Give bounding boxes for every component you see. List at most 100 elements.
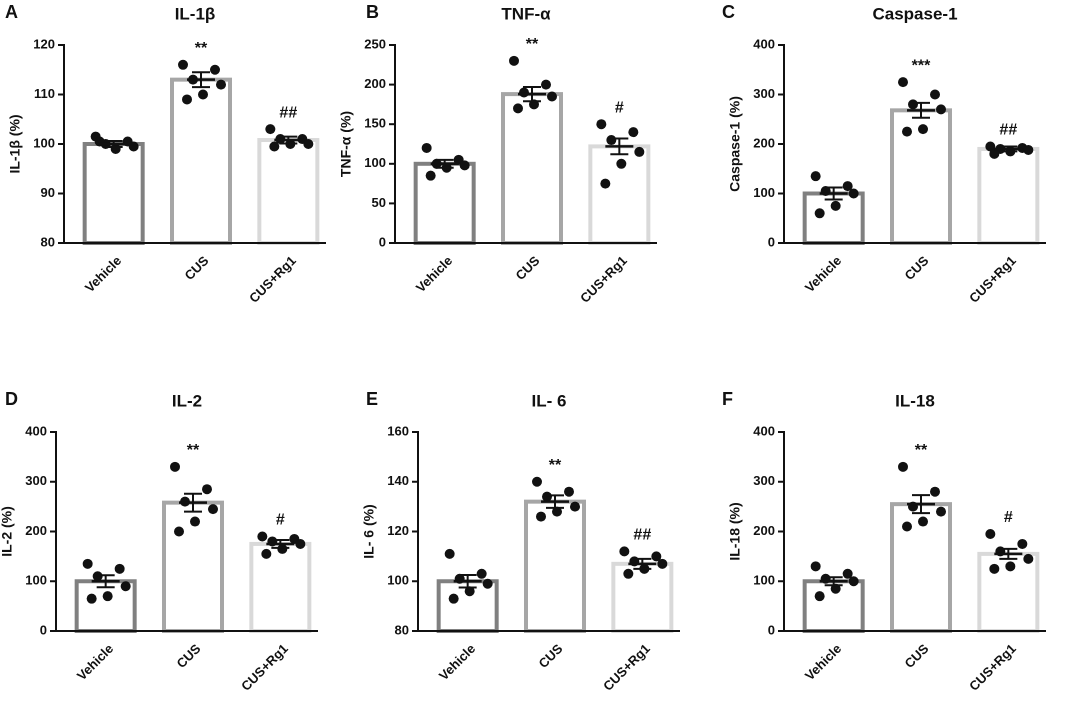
- data-point: [600, 178, 611, 189]
- y-tick-label: 100: [25, 573, 47, 588]
- data-point: [425, 170, 436, 181]
- data-point: [210, 64, 220, 75]
- x-tick-label: CUS: [902, 641, 932, 671]
- bar: [977, 146, 1040, 245]
- panel-letter: C: [722, 2, 735, 22]
- data-point: [908, 99, 918, 110]
- y-tick-label: 300: [753, 473, 775, 488]
- y-tick-label: 100: [387, 573, 409, 588]
- data-point: [848, 576, 859, 587]
- data-point: [303, 139, 314, 149]
- chart-title: TNF-α: [501, 4, 551, 23]
- y-tick-label: 300: [753, 86, 775, 101]
- data-point: [265, 124, 276, 135]
- annotation: **: [195, 40, 208, 57]
- y-tick-label: 150: [364, 116, 386, 131]
- x-tick-label: CUS: [513, 253, 543, 283]
- data-point: [208, 504, 218, 515]
- panel-letter: D: [5, 389, 18, 409]
- data-point: [542, 491, 552, 502]
- y-axis-label: IL-2 (%): [0, 506, 15, 557]
- y-tick-label: 100: [753, 573, 775, 588]
- y-tick-label: 250: [364, 36, 386, 51]
- data-point: [476, 568, 487, 579]
- annotation: #: [1004, 509, 1013, 526]
- y-tick-label: 400: [753, 423, 775, 438]
- y-axis-label: IL- 6 (%): [361, 504, 377, 558]
- data-point: [82, 558, 93, 569]
- annotation: **: [549, 457, 562, 474]
- y-axis-label: Caspase-1 (%): [727, 96, 743, 192]
- x-tick-label: CUS: [902, 253, 932, 283]
- bar: [524, 499, 586, 633]
- y-tick-label: 0: [768, 234, 775, 249]
- y-tick-label: 80: [395, 622, 409, 637]
- data-point: [570, 501, 580, 512]
- y-tick-label: 120: [33, 36, 55, 51]
- panel-letter: E: [366, 389, 378, 409]
- data-point: [936, 104, 946, 115]
- data-point: [464, 586, 475, 597]
- x-tick-label: Vehicle: [82, 253, 124, 295]
- y-tick-label: 100: [753, 185, 775, 200]
- y-tick-label: 160: [387, 423, 409, 438]
- data-point: [1017, 538, 1028, 549]
- panel-letter: B: [366, 2, 379, 22]
- y-axis-label: IL-1β (%): [7, 114, 23, 173]
- annotation: #: [276, 512, 285, 529]
- annotation: ##: [633, 527, 651, 544]
- data-point: [985, 528, 996, 539]
- data-point: [596, 119, 607, 130]
- bar: [501, 92, 563, 245]
- data-point: [1023, 553, 1034, 564]
- data-point: [930, 486, 940, 497]
- x-tick-label: CUS+Rg1: [577, 253, 630, 306]
- chart-title: IL- 6: [532, 391, 567, 410]
- data-point: [651, 551, 662, 562]
- data-point: [174, 526, 184, 537]
- data-point: [421, 142, 432, 153]
- annotation: ##: [279, 104, 297, 121]
- data-point: [814, 591, 825, 602]
- chart-title: IL-18: [895, 391, 935, 410]
- data-point: [509, 55, 519, 66]
- y-tick-label: 400: [753, 36, 775, 51]
- bar: [413, 161, 476, 245]
- data-point: [120, 581, 131, 592]
- data-point: [1005, 561, 1016, 572]
- data-point: [547, 91, 557, 102]
- data-point: [128, 141, 139, 152]
- data-point: [257, 531, 268, 542]
- y-tick-label: 0: [40, 622, 47, 637]
- data-point: [842, 181, 853, 192]
- data-point: [616, 158, 627, 169]
- data-point: [989, 563, 1000, 574]
- x-tick-label: CUS: [536, 641, 566, 671]
- data-point: [898, 461, 908, 472]
- data-point: [848, 188, 859, 199]
- data-point: [623, 568, 634, 579]
- x-tick-label: Vehicle: [436, 641, 478, 683]
- data-point: [634, 146, 645, 157]
- data-point: [513, 103, 523, 114]
- data-point: [628, 127, 639, 138]
- data-point: [261, 548, 272, 559]
- data-point: [202, 484, 212, 495]
- data-point: [902, 521, 912, 532]
- data-point: [989, 148, 1000, 159]
- x-tick-label: CUS+Rg1: [246, 253, 299, 306]
- annotation: ##: [999, 122, 1017, 139]
- data-point: [178, 59, 188, 70]
- bar: [82, 142, 145, 245]
- bar: [611, 561, 674, 634]
- data-point: [269, 141, 280, 152]
- y-tick-label: 90: [41, 185, 55, 200]
- data-point: [114, 563, 125, 574]
- y-tick-label: 50: [372, 195, 386, 210]
- bar: [170, 77, 232, 246]
- y-tick-label: 80: [41, 234, 55, 249]
- x-tick-label: CUS: [182, 253, 212, 283]
- data-point: [170, 461, 180, 472]
- y-tick-label: 400: [25, 423, 47, 438]
- data-point: [295, 538, 306, 549]
